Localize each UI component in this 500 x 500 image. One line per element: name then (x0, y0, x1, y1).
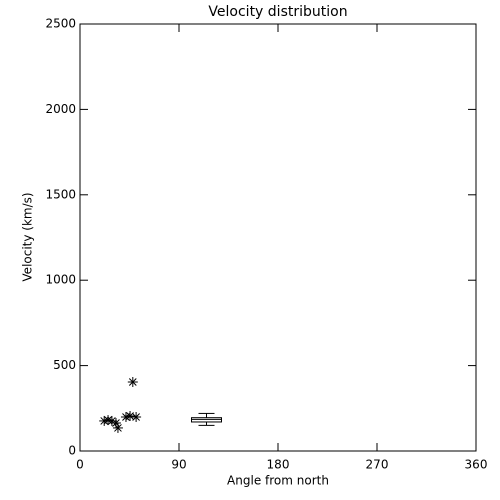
y-tick-label: 1500 (45, 187, 76, 201)
point (112, 422, 123, 433)
x-tick-label: 90 (171, 458, 186, 472)
asterisk-stroke (104, 416, 112, 424)
x-axis-label: Angle from north (227, 474, 329, 488)
point (106, 415, 117, 426)
x-tick-label: 180 (267, 458, 290, 472)
x-tick-label: 0 (76, 458, 84, 472)
point (131, 412, 142, 423)
asterisk-stroke (132, 413, 140, 421)
y-tick-label: 0 (68, 444, 76, 458)
x-tick-label: 360 (465, 458, 488, 472)
y-tick-label: 2000 (45, 102, 76, 116)
asterisk-stroke (126, 412, 134, 420)
y-tick-label: 2500 (45, 17, 76, 31)
y-tick-label: 1000 (45, 273, 76, 287)
point (127, 376, 138, 387)
y-tick-label: 500 (53, 358, 76, 372)
asterisk-stroke (114, 424, 122, 432)
point (125, 410, 136, 421)
chart-title: Velocity distribution (208, 4, 347, 20)
asterisk-stroke (108, 417, 116, 425)
asterisk-stroke (128, 378, 137, 386)
x-tick-label: 270 (366, 458, 389, 472)
y-axis-label: Velocity (km/s) (21, 192, 35, 281)
asterisk-stroke (112, 419, 120, 427)
